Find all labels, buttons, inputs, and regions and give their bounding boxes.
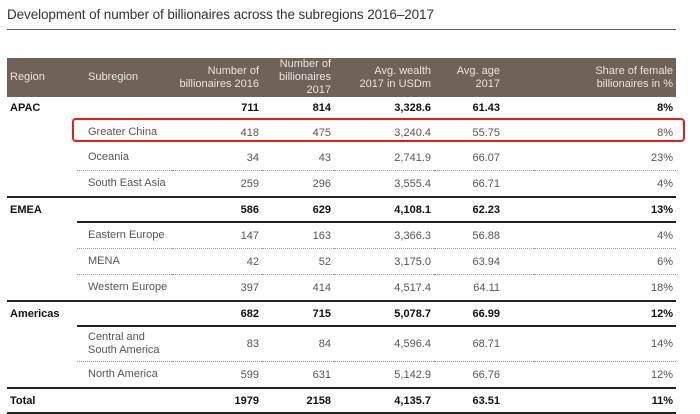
female-share: 12% <box>534 300 676 326</box>
female-share: 11% <box>534 387 676 414</box>
avg-age: 66.07 <box>472 151 500 164</box>
subregion-label: Oceania <box>88 151 129 163</box>
table-row-central-south-america: Central and South America 83 84 4,596.4 … <box>7 325 676 362</box>
avg-wealth: 3,175.0 <box>334 248 434 275</box>
billionaires-2017: 629 <box>262 196 334 222</box>
female-share: 6% <box>534 248 676 275</box>
subregion-label: North America <box>77 361 172 388</box>
billionaires-2017: 814 <box>312 101 331 114</box>
table-row-mena: MENA 42 52 3,175.0 63.94 6% <box>7 248 676 275</box>
avg-age: 66.99 <box>434 300 534 326</box>
title-divider <box>7 29 676 30</box>
avg-age: 66.71 <box>434 170 534 197</box>
female-share: 8% <box>657 101 673 114</box>
female-share: 12% <box>534 361 676 388</box>
billionaires-2016: 147 <box>172 221 262 249</box>
female-share: 23% <box>650 151 673 164</box>
billionaires-2016: 711 <box>241 101 259 114</box>
header-billionaires-2016: Number of billionaires 2016 <box>179 64 260 90</box>
table-row-eastern-europe: Eastern Europe 147 163 3,366.3 56.88 4% <box>7 221 676 249</box>
subregion-label: Western Europe <box>77 274 172 301</box>
table-title: Development of number of billionaires ac… <box>7 7 434 22</box>
female-share: 8% <box>534 118 676 145</box>
avg-wealth: 3,555.4 <box>334 170 434 197</box>
avg-wealth: 4,108.1 <box>334 196 434 222</box>
female-share: 4% <box>534 221 676 249</box>
avg-wealth: 5,078.7 <box>334 300 434 326</box>
table-row-americas: Americas 682 715 5,078.7 66.99 12% <box>7 300 676 326</box>
avg-wealth: 3,366.3 <box>334 221 434 249</box>
subregion-label: South East Asia <box>77 170 172 197</box>
avg-wealth: 4,135.7 <box>334 387 434 414</box>
table-header-row: Region Subregion Number of billionaires … <box>7 58 676 97</box>
table-row-north-america: North America 599 631 5,142.9 66.76 12% <box>7 361 676 388</box>
billionaires-2016: 83 <box>172 325 262 362</box>
female-share: 4% <box>534 170 676 197</box>
avg-wealth: 3,240.4 <box>334 118 434 145</box>
region-label: Americas <box>7 300 77 326</box>
region-label: EMEA <box>7 196 77 222</box>
avg-wealth: 5,142.9 <box>334 361 434 388</box>
billionaires-2017: 43 <box>318 151 331 164</box>
header-subregion: Subregion <box>88 71 139 83</box>
table-row-greater-china: Greater China 418 475 3,240.4 55.75 8% <box>7 118 676 145</box>
billionaires-2017: 296 <box>262 170 334 197</box>
table-row-total: Total 1979 2158 4,135.7 63.51 11% <box>7 387 676 414</box>
billionaires-table: Region Subregion Number of billionaires … <box>7 58 676 414</box>
female-share: 14% <box>534 325 676 362</box>
header-region: Region <box>10 71 45 83</box>
avg-age: 55.75 <box>434 118 534 145</box>
subregion-label: Greater China <box>77 118 172 145</box>
avg-wealth: 4,517.4 <box>334 274 434 301</box>
avg-age: 66.76 <box>434 361 534 388</box>
avg-age: 63.51 <box>434 387 534 414</box>
billionaires-2016: 418 <box>172 118 262 145</box>
billionaires-2017: 715 <box>262 300 334 326</box>
region-label: APAC <box>10 102 41 114</box>
avg-age: 68.71 <box>434 325 534 362</box>
billionaires-2017: 631 <box>262 361 334 388</box>
avg-age: 64.11 <box>434 274 534 301</box>
billionaires-2017: 414 <box>262 274 334 301</box>
avg-age: 56.88 <box>434 221 534 249</box>
subregion-label: Central and South America <box>77 325 172 362</box>
avg-age: 63.94 <box>434 248 534 275</box>
subregion-label: MENA <box>77 248 172 275</box>
billionaires-2016: 1979 <box>172 387 262 414</box>
billionaires-2017: 2158 <box>262 387 334 414</box>
billionaires-2016: 397 <box>172 274 262 301</box>
table-row-apac: APAC 711 814 3,328.6 61.43 8% <box>7 97 676 119</box>
female-share: 13% <box>534 196 676 222</box>
total-label: Total <box>7 387 77 414</box>
billionaires-2017: 163 <box>262 221 334 249</box>
header-avg-age: Avg. age 2017 <box>456 64 500 90</box>
avg-wealth: 2,741.9 <box>394 151 431 164</box>
avg-wealth: 3,328.6 <box>394 101 431 114</box>
subregion-label: Eastern Europe <box>77 221 172 249</box>
billionaires-2017: 475 <box>262 118 334 145</box>
billionaires-2017: 84 <box>262 325 334 362</box>
avg-age: 61.43 <box>472 101 500 114</box>
billionaires-2016: 42 <box>172 248 262 275</box>
header-female-share: Share of female billionaires in % <box>595 64 673 90</box>
table-row-south-east-asia: South East Asia 259 296 3,555.4 66.71 4% <box>7 170 676 197</box>
avg-wealth: 4,596.4 <box>334 325 434 362</box>
billionaires-2016: 34 <box>246 151 259 164</box>
female-share: 18% <box>534 274 676 301</box>
table-row-western-europe: Western Europe 397 414 4,517.4 64.11 18% <box>7 274 676 301</box>
billionaires-2016: 259 <box>172 170 262 197</box>
billionaires-2016: 586 <box>172 196 262 222</box>
billionaires-2016: 682 <box>172 300 262 326</box>
avg-age: 62.23 <box>434 196 534 222</box>
table-row-oceania: Oceania 34 43 2,741.9 66.07 23% <box>7 145 676 171</box>
table-row-emea: EMEA 586 629 4,108.1 62.23 13% <box>7 196 676 222</box>
billionaires-2017: 52 <box>262 248 334 275</box>
billionaires-2016: 599 <box>172 361 262 388</box>
header-billionaires-2017: Number of billionaires 2017 <box>279 58 331 96</box>
header-avg-wealth: Avg. wealth 2017 in USDm <box>359 64 431 90</box>
